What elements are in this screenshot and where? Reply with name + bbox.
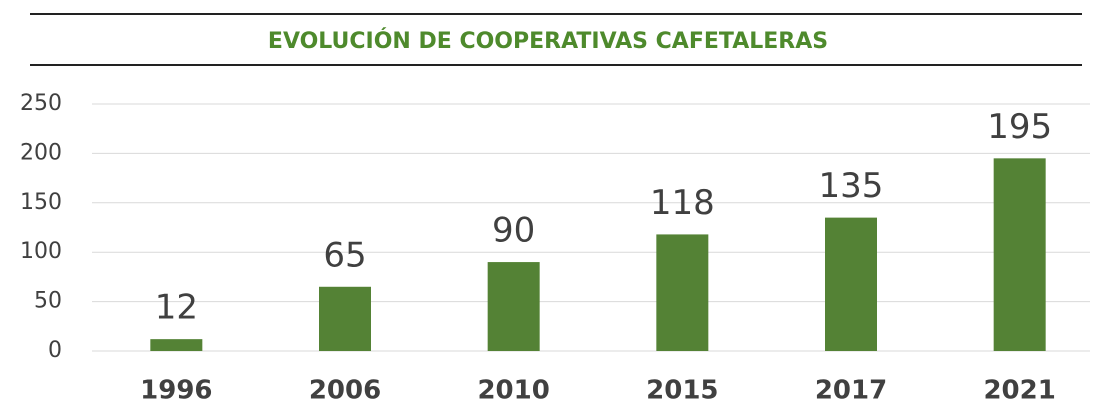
- bar: [993, 158, 1046, 351]
- x-tick-label: 2021: [983, 376, 1055, 406]
- x-tick-label: 2010: [477, 376, 549, 406]
- bar: [319, 286, 371, 351]
- bar: [825, 217, 877, 351]
- y-tick-label: 50: [34, 289, 62, 314]
- data-label: 135: [819, 166, 884, 206]
- y-tick-label: 0: [48, 338, 62, 363]
- bar: [656, 234, 709, 351]
- x-tick-label: 2006: [309, 376, 381, 406]
- data-label: 65: [323, 235, 366, 275]
- data-label: 90: [492, 211, 535, 251]
- y-tick-label: 100: [20, 239, 62, 264]
- y-tick-label: 150: [20, 190, 62, 215]
- bar: [150, 339, 203, 351]
- chart-title: EVOLUCIÓN DE COOPERATIVAS CAFETALERAS: [268, 28, 828, 54]
- x-tick-label: 1996: [140, 376, 212, 406]
- y-tick-label: 250: [20, 91, 62, 116]
- data-label: 195: [987, 107, 1052, 147]
- data-label: 12: [155, 288, 198, 328]
- y-tick-label: 200: [20, 140, 62, 165]
- x-tick-label: 2015: [646, 376, 718, 406]
- x-tick-label: 2017: [815, 376, 887, 406]
- bar: [487, 262, 540, 351]
- data-label: 118: [650, 183, 715, 223]
